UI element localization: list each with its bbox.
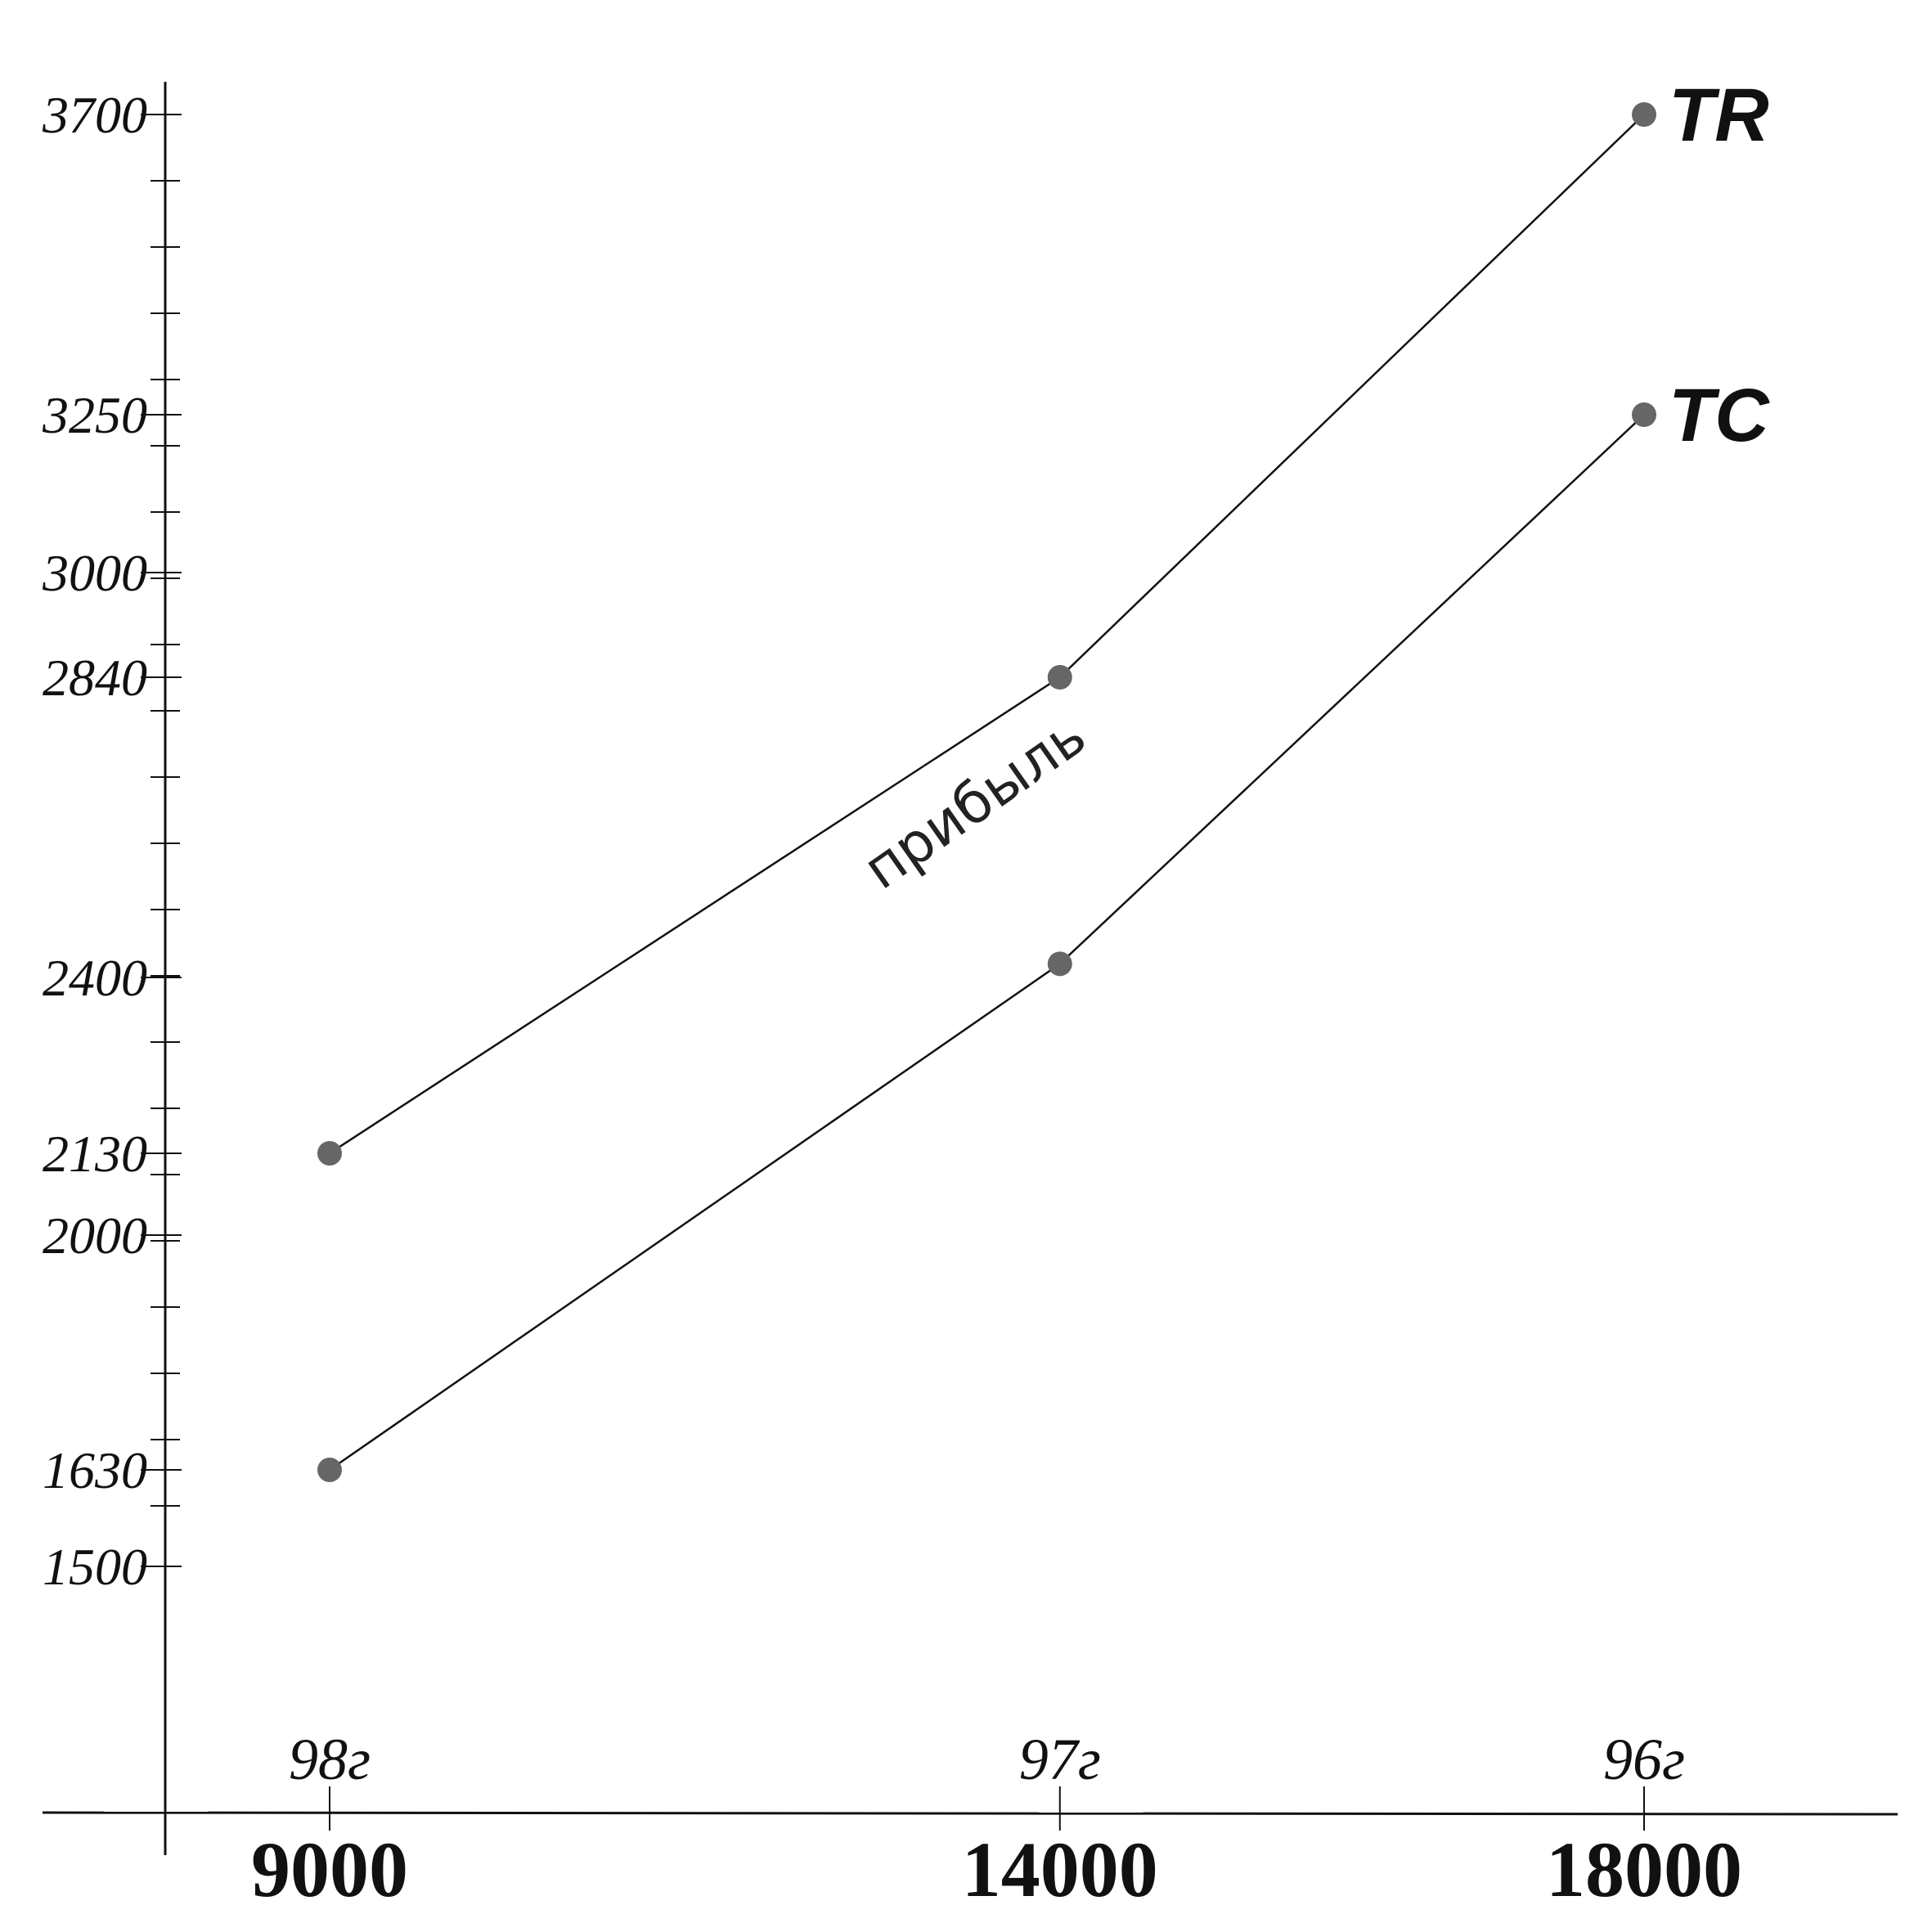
data-point-tc: [1632, 402, 1656, 427]
data-point-tc: [317, 1458, 342, 1482]
y-tick-label: 2400: [43, 949, 147, 1007]
x-year-label: 96г: [1603, 1727, 1685, 1792]
x-tick-label: 9000: [251, 1826, 408, 1913]
data-point-tc: [1047, 951, 1072, 977]
x-tick-label: 18000: [1546, 1826, 1742, 1913]
y-tick-label: 3250: [42, 386, 147, 444]
y-axis-ticks: 1500 1630 2000 2130 2400 2840 3000 3250 3700: [42, 86, 182, 1596]
series-labels: TR TC: [1669, 74, 1770, 457]
axes: [42, 82, 1898, 1855]
series-label-tc: TC: [1669, 374, 1770, 457]
y-tick-label: 2130: [43, 1125, 147, 1183]
series-line-tr: [329, 114, 1645, 1155]
x-year-label: 98г: [289, 1727, 371, 1792]
data-point-tr: [1632, 102, 1656, 127]
data-point-tr: [317, 1141, 342, 1166]
x-axis-line: [42, 1811, 1898, 1816]
series-points: [317, 102, 1656, 1482]
y-tick-label: 2840: [43, 649, 147, 707]
minor-ticks: [151, 114, 180, 1507]
x-axis-ticks: 98г 9000 97г 14000 96г 18000: [251, 1727, 1742, 1913]
x-year-label: 97г: [1019, 1727, 1101, 1792]
y-tick-label: 1630: [43, 1441, 147, 1499]
y-tick-label: 3000: [42, 544, 147, 602]
x-tick-label: 14000: [962, 1826, 1158, 1913]
y-tick-label: 1500: [43, 1538, 147, 1596]
series-line-tc: [329, 414, 1645, 1471]
y-tick-label: 2000: [43, 1206, 147, 1265]
series-label-tr: TR: [1669, 74, 1769, 157]
data-point-tr: [1047, 665, 1072, 690]
y-tick-label: 3700: [42, 86, 147, 144]
